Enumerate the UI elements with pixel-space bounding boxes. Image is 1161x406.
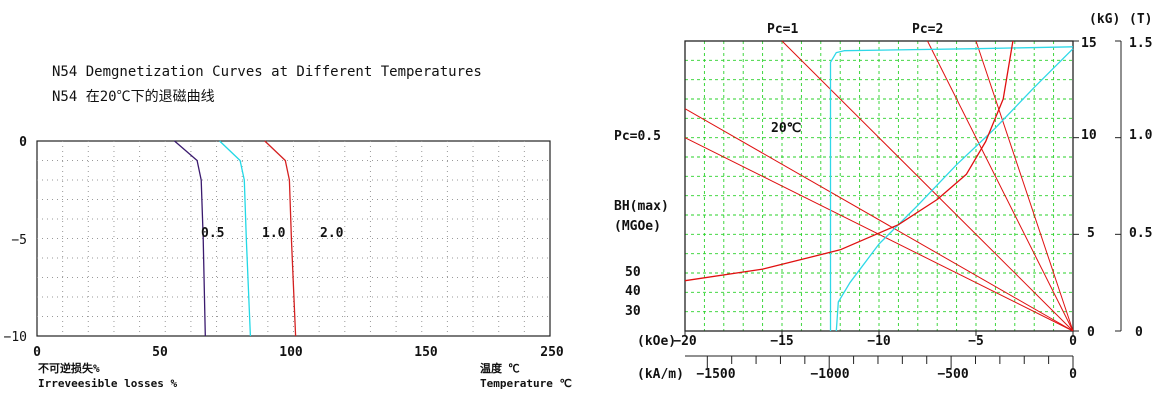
x-unit-koe: (kOe): [637, 334, 676, 349]
curve-label-0-5: 0.5: [201, 226, 224, 241]
curve-label-1-0: 1.0: [262, 226, 286, 241]
curve-j: [835, 48, 1074, 332]
ytick-kg-0: 0: [1087, 325, 1095, 340]
left-xtick-100: 100: [279, 345, 303, 360]
load-line-pc2: [927, 40, 1074, 332]
xtick-kam-m1500: −1500: [696, 367, 735, 382]
y-unit-kg: (kG): [1089, 12, 1120, 27]
ytick-kg-10: 10: [1081, 128, 1097, 143]
ytick-t-0: 0: [1135, 325, 1143, 340]
curve-label-2-0: 2.0: [320, 226, 344, 241]
left-ytick-0: 0: [19, 135, 27, 150]
xtick-koe-m5: −5: [968, 334, 984, 349]
ytick-t-0-5: 0.5: [1129, 226, 1152, 241]
load-line-label-pc05: Pc=0.5: [614, 129, 661, 144]
left-grid: [37, 141, 550, 336]
left-xtick-150: 150: [414, 345, 438, 360]
temp-curve-2-0: [264, 140, 297, 337]
ytick-t-1-0: 1.0: [1129, 128, 1153, 143]
chart-title-en: N54 Demgnetization Curves at Different T…: [52, 64, 482, 80]
load-line-pc1: [781, 40, 1074, 332]
load-line-label-pc2: Pc=2: [912, 22, 943, 37]
curve-b: [829, 46, 1074, 331]
temperature-annotation: 20℃: [771, 121, 801, 136]
load-line-pc06: [684, 108, 1074, 332]
load-line-label-pc1: Pc=1: [767, 22, 798, 37]
right-chart: Pc=1 Pc=2 Pc=0.5 20℃ BH(max) (MGOe) 50 4…: [614, 12, 1153, 382]
xtick-kam-0: 0: [1069, 367, 1077, 382]
xtick-kam-m1000: −1000: [810, 367, 849, 382]
bh-contour-50: 50: [625, 265, 641, 280]
y-unit-t: (T): [1129, 12, 1152, 27]
right-curves: [684, 40, 1074, 332]
left-ylabel-cn: 不可逆损失%: [38, 361, 100, 375]
right-axis-ticks: [684, 40, 1122, 368]
xtick-koe-m15: −15: [770, 334, 793, 349]
bhmax-unit: (MGOe): [614, 219, 661, 234]
left-xlabel-cn: 温度 ℃: [480, 361, 520, 375]
load-line-pc3: [975, 40, 1074, 332]
xtick-kam-m500: −500: [937, 367, 968, 382]
ytick-kg-15: 15: [1081, 36, 1097, 51]
xtick-koe-m20: −20: [673, 334, 697, 349]
temp-curve-0-5: [174, 140, 206, 337]
load-line-pc05: [684, 137, 1074, 332]
curve-bh: [684, 40, 1014, 282]
left-chart: 0 −5 −10 0 50 100 150 250 0.5 1.0 2.0 不可…: [4, 135, 572, 390]
left-xlabel-en: Temperature ℃: [480, 377, 572, 390]
xtick-koe-m10: −10: [867, 334, 891, 349]
chart-title-cn: N54 在20℃下的退磁曲线: [52, 89, 215, 105]
ytick-t-1-5: 1.5: [1129, 36, 1152, 51]
left-ytick-m10: −10: [4, 330, 27, 345]
xtick-koe-0: 0: [1069, 334, 1077, 349]
x-unit-kam: (kA/m): [637, 367, 684, 382]
left-curves: [174, 140, 297, 337]
bh-contour-30: 30: [625, 304, 641, 319]
left-ylabel-en: Irreveesible losses %: [38, 377, 177, 390]
left-xtick-0: 0: [33, 345, 41, 360]
left-xtick-50: 50: [152, 345, 168, 360]
right-grid: [685, 41, 1073, 331]
bhmax-label: BH(max): [614, 199, 669, 214]
bh-contour-40: 40: [625, 284, 641, 299]
ytick-kg-5: 5: [1087, 226, 1095, 241]
left-xtick-250: 250: [540, 345, 564, 360]
temp-curve-1-0: [219, 140, 252, 337]
left-ytick-m5: −5: [11, 233, 27, 248]
